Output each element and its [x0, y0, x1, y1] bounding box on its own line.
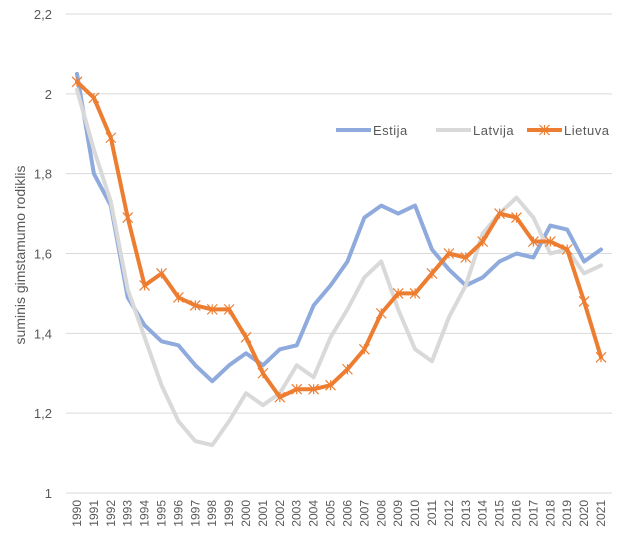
series-line-latvija — [75, 87, 603, 448]
data-point-marker — [122, 212, 134, 223]
data-point-marker — [443, 248, 455, 259]
x-tick-label: 2017 — [526, 500, 540, 527]
y-tick-label: 1 — [45, 486, 52, 501]
x-tick-label: 1991 — [87, 500, 101, 527]
x-tick-label: 2004 — [307, 500, 321, 527]
x-tick-label: 2002 — [273, 500, 287, 527]
data-point-marker — [595, 351, 607, 363]
data-point-marker — [172, 291, 184, 303]
x-tick-label: 1990 — [70, 500, 84, 527]
data-point-marker — [511, 212, 522, 223]
gridlines — [66, 13, 612, 494]
series-lines — [71, 71, 607, 448]
data-point-marker — [494, 208, 506, 220]
data-point-marker — [156, 268, 167, 279]
data-point-marker — [105, 132, 117, 144]
data-point-marker — [88, 92, 100, 104]
x-tick-label: 1992 — [104, 500, 118, 527]
x-tick-label: 1995 — [155, 500, 169, 527]
series-estija — [75, 71, 603, 384]
x-tick-label: 1998 — [205, 500, 219, 527]
legend-label: Estija — [373, 123, 408, 138]
legend-item-latvija: Latvija — [436, 123, 514, 138]
x-tick-label: 2015 — [493, 500, 507, 527]
x-tick-label: 2013 — [459, 500, 473, 527]
data-point-marker — [375, 307, 387, 319]
data-point-marker — [460, 252, 472, 263]
legend-label: Lietuva — [564, 123, 610, 138]
x-tick-label: 2016 — [509, 500, 523, 527]
y-tick-label: 1,6 — [34, 247, 52, 262]
y-tick-label: 1,8 — [34, 167, 52, 182]
data-point-marker — [392, 287, 404, 299]
data-point-marker — [409, 287, 421, 299]
legend-item-lietuva: Lietuva — [527, 123, 610, 138]
data-point-marker — [308, 383, 320, 395]
data-point-marker — [291, 383, 303, 395]
series-latvija — [75, 87, 603, 448]
series-line-estija — [75, 71, 603, 384]
legend-marker — [539, 124, 550, 136]
x-tick-label: 2020 — [577, 500, 591, 527]
x-tick-label: 2006 — [340, 500, 354, 527]
data-point-marker — [578, 295, 590, 307]
data-point-marker — [71, 76, 83, 88]
data-point-marker — [139, 280, 151, 291]
data-point-marker — [527, 236, 539, 247]
x-tick-label: 2011 — [425, 500, 439, 526]
x-tick-label: 2010 — [408, 500, 422, 527]
x-axis-ticks: 1990 1991 1992 1993 1994 1995 1996 1997 1998 1999… — [70, 500, 608, 527]
x-tick-label: 2001 — [256, 500, 270, 527]
series-line-lietuva — [75, 79, 603, 400]
x-tick-label: 2008 — [374, 500, 388, 527]
x-tick-label: 1996 — [171, 500, 185, 527]
y-axis-title: suminis gimstamumo rodiklis — [12, 166, 28, 345]
data-point-marker — [325, 379, 336, 391]
legend-label: Latvija — [473, 123, 514, 138]
data-point-marker — [358, 343, 370, 355]
data-point-marker — [426, 268, 438, 279]
x-tick-label: 2019 — [560, 500, 574, 527]
x-tick-label: 2007 — [357, 500, 371, 527]
data-point-marker — [342, 363, 353, 375]
data-point-marker — [274, 391, 286, 403]
x-tick-label: 2005 — [324, 500, 338, 527]
x-tick-label: 2014 — [476, 500, 490, 527]
data-point-marker — [544, 236, 556, 247]
x-tick-label: 2012 — [442, 500, 456, 527]
y-tick-label: 2,2 — [34, 7, 52, 22]
x-tick-label: 2009 — [391, 500, 405, 527]
x-tick-label: 2021 — [594, 500, 608, 527]
x-tick-label: 1999 — [222, 500, 236, 527]
data-point-marker — [257, 367, 269, 379]
x-tick-label: 1994 — [138, 500, 152, 527]
x-tick-label: 1993 — [121, 500, 135, 527]
legend-item-estija: Estija — [336, 123, 408, 138]
x-tick-label: 2000 — [239, 500, 253, 527]
y-tick-label: 2 — [45, 87, 52, 102]
y-tick-label: 1,4 — [34, 326, 52, 341]
data-point-marker — [561, 244, 573, 255]
data-point-marker — [477, 236, 489, 247]
x-tick-label: 1997 — [188, 500, 202, 527]
y-tick-label: 1,2 — [34, 406, 52, 421]
series-lietuva — [71, 76, 607, 403]
data-point-marker — [240, 331, 252, 343]
y-axis-ticks: 1 1,2 1,4 1,6 1,8 2 2,2 — [34, 7, 52, 501]
x-tick-label: 2018 — [543, 500, 557, 527]
data-point-marker — [223, 303, 235, 315]
legend: Estija Latvija Lietuva — [336, 123, 610, 138]
data-point-marker — [189, 299, 201, 311]
data-point-marker — [206, 303, 218, 315]
x-tick-label: 2003 — [290, 500, 304, 527]
